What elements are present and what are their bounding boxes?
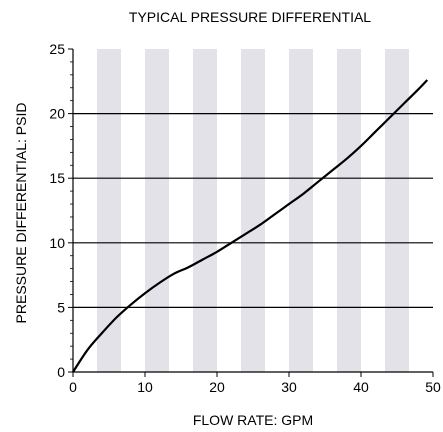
y-tick-label: 0 [57,364,65,380]
series-line [72,79,429,373]
x-tick-labels: 0 10 20 30 40 50 [69,379,441,395]
y-tick-label: 20 [49,106,65,122]
y-axis-label: PRESSURE DIFFERENTIAL: PSID [13,103,29,324]
series-layer [72,79,429,373]
y-tick-label: 25 [49,41,65,57]
x-tick-label: 0 [69,379,77,395]
x-tick-label: 20 [209,379,225,395]
y-tick-label: 5 [57,299,65,315]
x-tick-label: 40 [353,379,369,395]
x-axis-label: FLOW RATE: GPM [193,412,313,428]
y-tick-label: 15 [49,170,65,186]
shaded-band [337,49,361,372]
shaded-band [193,49,217,372]
horizontal-gridlines [73,112,433,308]
x-tick-label: 30 [281,379,297,395]
shaded-band [145,49,169,372]
chart-title: TYPICAL PRESSURE DIFFERENTIAL [129,9,371,25]
y-tick-label: 10 [49,235,65,251]
shaded-band [241,49,265,372]
x-tick-label: 10 [137,379,153,395]
axes [72,49,433,373]
shaded-band [385,49,409,372]
shaded-band [289,49,313,372]
y-tick-labels: 0 5 10 15 20 25 [49,41,65,380]
x-tick-label: 50 [425,379,441,395]
tick-marks [68,48,434,377]
shaded-band [97,49,121,372]
shaded-bands [97,49,409,372]
